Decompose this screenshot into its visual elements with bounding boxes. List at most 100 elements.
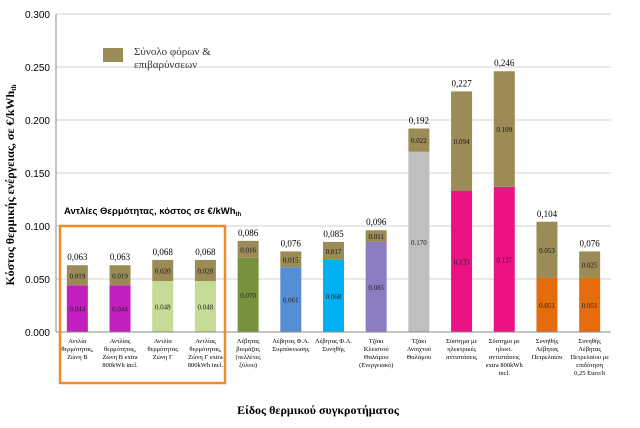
x-tick-label-line: Συνηθής [578, 338, 601, 345]
x-tick-label: Σύστημα με ηλεκτ. αντιστάσεις extra 800kWh i… [486, 338, 524, 377]
heat-pump-highlight-box [58, 224, 227, 385]
x-tick-label-line: Αντλία [68, 338, 87, 345]
x-tick-label-line: βιομάζας [236, 346, 260, 353]
total-value-label: 0,192 [409, 115, 429, 125]
y-tick-label: 0.300 [25, 10, 50, 21]
x-tick-label-line: ξύλου) [239, 362, 257, 369]
base-value-label: 0.044 [69, 306, 85, 314]
bar-base-segment [408, 151, 430, 332]
x-tick-label: Σύστημα με ηλεκτρικές αντιστάσεις [446, 338, 478, 361]
total-value-label: 0,104 [537, 209, 558, 219]
bar-base-segment [493, 186, 515, 332]
base-value-label: 0.085 [368, 284, 384, 292]
tax-value-label: 0.025 [582, 262, 598, 270]
x-axis-title: Είδος θερμικού συγκροτήματος [237, 403, 400, 417]
base-value-label: 0.051 [582, 302, 598, 310]
x-tick-label-line: Συμπύκνωσης [272, 346, 309, 353]
base-value-label: 0.070 [240, 292, 256, 300]
x-tick-label-line: 800kWh incl. [188, 362, 224, 369]
tax-value-label: 0.019 [112, 272, 128, 280]
x-tick-label-line: θερμότητας, [189, 346, 221, 353]
base-value-label: 0.048 [155, 304, 171, 312]
total-value-label: 0,076 [281, 238, 302, 248]
bar-base-segment [323, 259, 344, 332]
tax-value-label: 0.015 [283, 256, 299, 264]
base-value-label: 0.048 [198, 304, 214, 312]
tax-value-label: 0.020 [155, 268, 171, 276]
y-tick-label: 0.100 [25, 222, 50, 233]
x-tick-label-line: ηλεκτ. [496, 346, 513, 353]
total-value-label: 0,076 [580, 238, 601, 248]
base-value-label: 0.170 [411, 239, 427, 247]
base-value-label: 0.044 [112, 306, 128, 314]
x-tick-label-line: Συνηθής [322, 346, 345, 353]
x-tick-label-line: Αντλίας [110, 338, 131, 345]
bar-base-segment [365, 241, 387, 332]
total-value-label: 0,096 [366, 217, 387, 227]
bar-base-segment [66, 285, 88, 332]
x-tick-label-line: incl. [499, 370, 511, 377]
x-tick-label-line: Λέβητας [578, 346, 601, 353]
total-value-label: 0,227 [451, 78, 472, 88]
x-tick-label: Αντλία θερμότητας Ζώνη Γ [148, 338, 179, 361]
x-tick-label-line: extra 800kWh [486, 362, 524, 369]
tax-value-label: 0.053 [539, 247, 555, 255]
x-tick-label-line: αντιστάσεις [489, 354, 520, 361]
x-tick-label-line: επιδότηση [576, 362, 604, 369]
annotation-text: Αντλίες Θερμότητας, κόστος σε €/kWh [64, 206, 236, 217]
total-value-label: 0,068 [195, 247, 216, 257]
total-value-label: 0,063 [67, 252, 88, 262]
x-tick-label-line: Πετρελαίου με [570, 354, 609, 361]
bar-base-segment [152, 281, 174, 332]
x-tick-label-line: Θαλάμου [407, 354, 432, 361]
bar-tax-segment [237, 240, 259, 258]
tax-value-label: 0.016 [240, 246, 256, 254]
x-tick-label-line: Σύστημα με [446, 338, 478, 345]
bar-tax-segment [579, 251, 601, 278]
x-tick-label-line: θερμότητας [148, 346, 179, 353]
bar-base-segment [451, 191, 473, 332]
data-labels: 0.044 0.019 0,063 0.044 0.019 0,063 0.048 0.020… [67, 58, 600, 313]
x-tick-label-line: ηλεκτρικές [447, 346, 476, 353]
x-tick-label: Αντλία θερμότητας, Ζώνη Β [61, 338, 93, 361]
total-value-label: 0,246 [494, 58, 515, 68]
bar-tax-segment [66, 265, 88, 286]
base-value-label: 0.061 [283, 297, 299, 305]
bar-tax-segment [109, 265, 131, 286]
x-tick-label: Αντλίας θερμότητας, Ζώνη Β extra 800kWh inc… [102, 338, 138, 369]
x-tick-label-line: Ζώνη Γ [153, 354, 173, 361]
bar-base-segment [536, 277, 558, 332]
tax-value-label: 0.019 [69, 272, 85, 280]
bar-tax-segment [536, 221, 558, 278]
x-tick-label-line: Αντλία [154, 338, 173, 345]
y-axis-title-text: Κόστος θερμικής ενέργειας, σε €/kWh [3, 90, 17, 285]
x-tick-label-line: θερμότητας, [61, 346, 93, 353]
x-tick-label: Τζάκι Κλειστού Θαλάμου (Ενεργειακό) [359, 338, 393, 369]
legend-label-line: Σύνολο φόρων & [134, 46, 211, 58]
y-tick-label: 0.050 [25, 275, 50, 286]
x-tick-label: Αντλίας θερμότητας, Ζώνη Γ extra 800kWh inc… [188, 338, 224, 369]
y-tick-label: 0.250 [25, 63, 50, 74]
bar-tax-segment [365, 230, 387, 242]
x-tick-label-line: Λέβητας [536, 346, 559, 353]
tax-value-label: 0.022 [411, 137, 427, 145]
x-tick-label: Λέβητας Φ.Α. Συνηθής [315, 338, 352, 353]
legend-label: Σύνολο φόρων & επιβαρύνσεων [134, 46, 211, 71]
x-tick-label-line: θερμότητας, [104, 346, 136, 353]
x-tick-label-line: Λέβητας Φ.Α. [315, 338, 352, 345]
bar-base-segment [109, 285, 131, 332]
tax-value-label: 0.011 [368, 233, 384, 241]
base-value-label: 0.051 [539, 302, 555, 310]
tax-value-label: 0.017 [326, 248, 342, 256]
total-value-label: 0,086 [238, 228, 259, 238]
base-value-label: 0.137 [496, 256, 512, 264]
x-tick-label-line: (πελλέτες [236, 354, 262, 361]
x-tick-label: Λέβητας Φ.Α. Συμπύκνωσης [272, 338, 309, 353]
x-tick-label-line: 0,25 Euro/lt [574, 370, 605, 377]
x-tick-label-line: Συνηθής [536, 338, 559, 345]
bar-tax-segment [451, 91, 473, 192]
x-tick-label-line: Τζάκι [369, 338, 384, 345]
bar-tax-segment [152, 259, 174, 282]
axes: 0.000 0.050 0.100 0.150 0.200 0.250 0.300 [25, 10, 611, 339]
